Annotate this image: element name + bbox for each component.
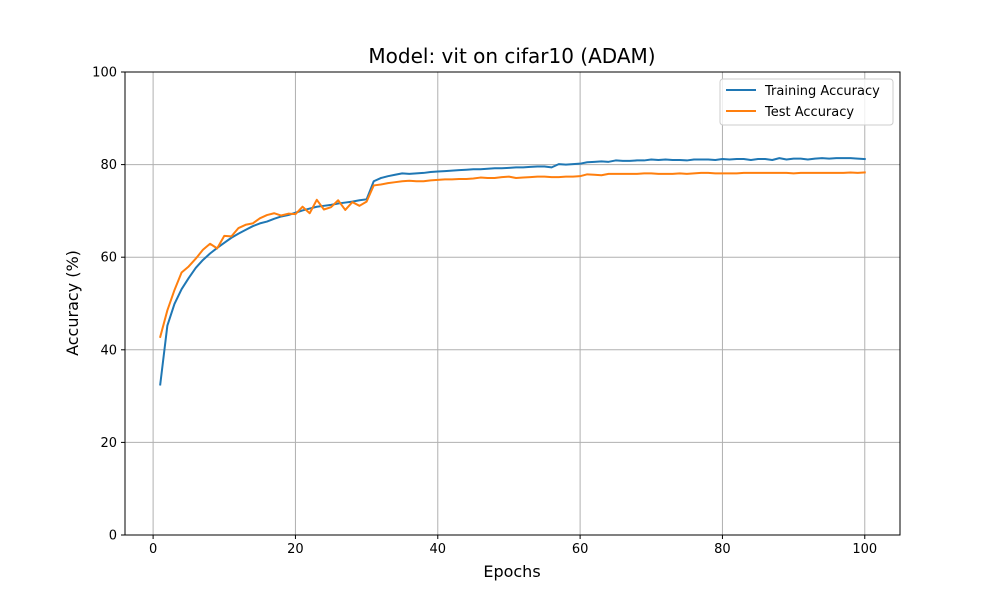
y-tick-label: 0 xyxy=(109,529,117,544)
y-axis-label: Accuracy (%) xyxy=(63,250,82,356)
test-accuracy-line xyxy=(159,171,866,339)
y-tick-label: 40 xyxy=(100,343,117,358)
legend-label-training: Training Accuracy xyxy=(764,84,880,99)
x-tick-label: 60 xyxy=(572,542,589,557)
training-accuracy-line xyxy=(159,157,866,386)
x-tick-label: 80 xyxy=(714,542,731,557)
x-tick-label: 100 xyxy=(852,542,877,557)
plot-frame xyxy=(124,71,901,536)
x-tick-label: 40 xyxy=(430,542,447,557)
series-layer xyxy=(159,157,866,386)
x-tick-label: 0 xyxy=(149,542,157,557)
legend-label-test: Test Accuracy xyxy=(764,105,854,120)
axis-ticks: 0 20 40 60 80 100 0 20 40 60 80 100 xyxy=(92,66,877,558)
x-tick-label: 20 xyxy=(287,542,304,557)
legend: Training Accuracy Test Accuracy xyxy=(719,78,894,126)
chart-title: Model: vit on cifar10 (ADAM) xyxy=(368,44,655,68)
y-tick-label: 60 xyxy=(100,251,117,266)
y-tick-label: 20 xyxy=(100,436,117,451)
y-tick-label: 80 xyxy=(100,158,117,173)
y-tick-label: 100 xyxy=(92,66,117,81)
legend-box xyxy=(719,78,894,126)
grid-lines xyxy=(125,71,900,536)
x-axis-label: Epochs xyxy=(483,562,540,581)
